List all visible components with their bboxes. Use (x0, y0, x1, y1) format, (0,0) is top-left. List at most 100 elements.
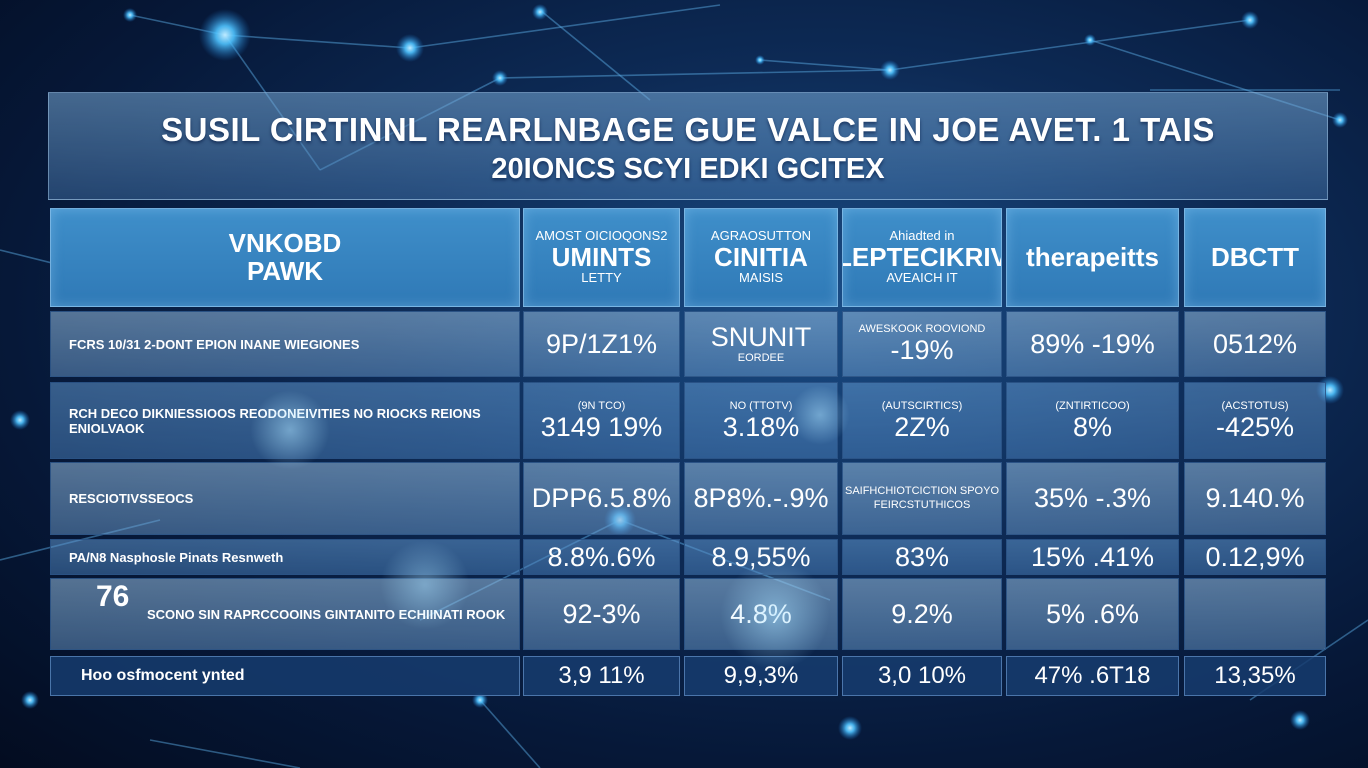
cell-value: 0.12,9% (1205, 541, 1305, 572)
cell-value: 2Z% (894, 411, 950, 442)
table-cell: NO (TTOTV) 3.18% (684, 382, 838, 459)
row-label-cell: PA/N8 Nasphosle Pinats Resnweth (50, 539, 520, 575)
column-header-line: VNKOBD (228, 228, 342, 259)
column-header: therapeitts (1006, 208, 1179, 307)
title-banner: SUSIL CIRTINNL REARLNBAGE GUE VALCE IN J… (48, 92, 1328, 200)
cell-value: -425% (1215, 411, 1295, 442)
row-label: RESCIOTIVSSEOCS (69, 491, 194, 506)
table-cell: AWESKOOK ROOVIOND -19% (842, 311, 1002, 377)
table-cell: 83% (842, 539, 1002, 575)
row-label: RCH DECO DIKNIESSIOOS REODONEIVITIES NO … (69, 405, 481, 436)
cell-subtext: (ACSTOTUS) (1221, 399, 1289, 412)
footer-value-cell: 9,9,3% (684, 656, 838, 696)
cell-value: 83% (894, 541, 950, 572)
footer-value-cell: 3,9 11% (523, 656, 680, 696)
cell-subtext: NO (TTOTV) (729, 399, 793, 412)
table-cell: SNUNIT EORDEE (684, 311, 838, 377)
cell-value: 8.8%.6% (547, 541, 656, 572)
table-cell: 89% -19% (1006, 311, 1179, 377)
column-header-line: AVEAICH IT (886, 270, 958, 286)
table-cell: (9N TCO) 3149 19% (523, 382, 680, 459)
table-cell: 15% .41% (1006, 539, 1179, 575)
cell-subtext: SAIFHCHIOTCICTION SPOYO FEIRCSTUTHICOS (844, 485, 999, 511)
cell-subtext: (9N TCO) (577, 399, 626, 412)
table-cell: 92-3% (523, 578, 680, 650)
table-cell: 0.12,9% (1184, 539, 1326, 575)
column-header: AGRAOSUTTON CINITIA MAISIS (684, 208, 838, 307)
table-cell: 8.8%.6% (523, 539, 680, 575)
cell-subtext: EORDEE (737, 351, 785, 364)
cell-value: 92-3% (562, 598, 641, 629)
column-header-line: DBCTT (1210, 241, 1300, 272)
column-header-line: therapeitts (1026, 241, 1159, 272)
row-label: SCONO SIN RAPRCCOOINS GINTANITO ECHIINAT… (147, 606, 506, 622)
cell-value: 4.8% (730, 598, 792, 629)
cell-subtext: (ZNTIRTICOO) (1055, 399, 1130, 412)
row-badge: 76 (96, 580, 130, 613)
table-cell: 4.8% (684, 578, 838, 650)
cell-value: -19% (890, 335, 954, 366)
row-label-cell: RCH DECO DIKNIESSIOOS REODONEIVITIES NO … (50, 382, 520, 459)
cell-value: 5% .6% (1045, 598, 1140, 629)
footer-value: 3,0 10% (877, 662, 967, 690)
table-cell: 9P/1Z1% (523, 311, 680, 377)
table-cell: DPP6.5.8% (523, 462, 680, 535)
cell-value: 0512% (1212, 328, 1298, 359)
page-title: SUSIL CIRTINNL REARLNBAGE GUE VALCE IN J… (161, 111, 1215, 148)
column-header: AMOST OICIOQONS2 UMINTS LETTY (523, 208, 680, 307)
footer-value-cell: 3,0 10% (842, 656, 1002, 696)
column-header-line: PAWK (246, 255, 324, 286)
footer-value: 9,9,3% (723, 662, 799, 690)
table-cell: 8.9,55% (684, 539, 838, 575)
cell-value: 89% -19% (1030, 328, 1155, 359)
table-cell: 9.2% (842, 578, 1002, 650)
column-header-line: SLEPTECIKRIVE (843, 241, 1001, 272)
cell-subtext: (AUTSCIRTICS) (881, 399, 963, 412)
column-header: DBCTT (1184, 208, 1326, 307)
cell-value: DPP6.5.8% (531, 483, 672, 514)
cell-value: 8% (1072, 411, 1113, 442)
row-label-cell: SCONO SIN RAPRCCOOINS GINTANITO ECHIINAT… (50, 578, 520, 650)
column-header: VNKOBD PAWK (50, 208, 520, 307)
cell-value: 9P/1Z1% (545, 328, 658, 359)
footer-value: 47% .6T18 (1034, 662, 1151, 690)
cell-value: 35% -.3% (1033, 483, 1152, 514)
column-header-line: CINITIA (714, 241, 808, 272)
table-cell: (AUTSCIRTICS) 2Z% (842, 382, 1002, 459)
footer-value: 13,35% (1214, 662, 1296, 690)
column-header-line: MAISIS (738, 270, 784, 286)
table-cell: 35% -.3% (1006, 462, 1179, 535)
footer-label: Hoo osfmocent ynted (81, 667, 245, 684)
cell-value: 9.2% (891, 598, 953, 629)
cell-value: SNUNIT (710, 322, 812, 353)
table-cell: 0512% (1184, 311, 1326, 377)
table-cell: (ACSTOTUS) -425% (1184, 382, 1326, 459)
cell-value: 8.9,55% (711, 541, 811, 572)
cell-value: 3149 19% (540, 411, 663, 442)
column-header-line: UMINTS (551, 241, 652, 272)
footer-label-cell: Hoo osfmocent ynted (50, 656, 520, 696)
column-header-line: LETTY (581, 270, 622, 286)
row-label: PA/N8 Nasphosle Pinats Resnweth (69, 549, 284, 565)
table-cell: SAIFHCHIOTCICTION SPOYO FEIRCSTUTHICOS (842, 462, 1002, 535)
footer-value-cell: 13,35% (1184, 656, 1326, 696)
cell-value: 15% .41% (1030, 541, 1155, 572)
table-cell: 5% .6% (1006, 578, 1179, 650)
table-cell: 9.140.% (1184, 462, 1326, 535)
cell-subtext: AWESKOOK ROOVIOND (858, 323, 986, 336)
footer-value: 3,9 11% (558, 662, 645, 690)
row-label-cell: FCRS 10/31 2-DONT EPION INANE WIEGIONES (50, 311, 520, 377)
cell-value: 3.18% (722, 411, 800, 442)
column-header-line: AMOST OICIOQONS2 (535, 227, 668, 243)
row-label: FCRS 10/31 2-DONT EPION INANE WIEGIONES (69, 336, 360, 352)
footer-value-cell: 47% .6T18 (1006, 656, 1179, 696)
table-cell: (ZNTIRTICOO) 8% (1006, 382, 1179, 459)
page-subtitle: 20IONCS SCYI EDKI GCITEX (491, 153, 885, 185)
column-header: Ahiadted inSLEPTECIKRIVEAVEAICH IT (842, 208, 1002, 307)
column-header-line: AGRAOSUTTON (710, 227, 812, 243)
cell-value: 8P8%.-.9% (693, 483, 829, 514)
table-cell (1184, 578, 1326, 650)
row-label-cell: RESCIOTIVSSEOCS (50, 462, 520, 535)
table-cell: 8P8%.-.9% (684, 462, 838, 535)
